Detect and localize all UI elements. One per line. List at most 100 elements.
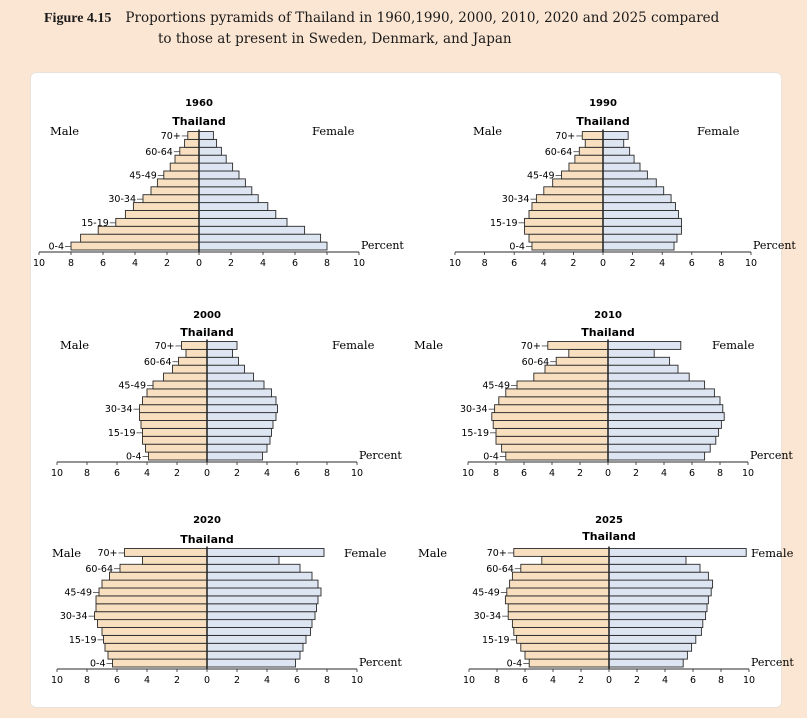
male-bar-35-39 — [498, 396, 609, 406]
x-tick-label: 8 — [494, 675, 500, 686]
age-label: 60-64 — [145, 147, 173, 158]
male-bar-45-49 — [516, 380, 609, 390]
female-bar-70+ — [198, 131, 214, 140]
caption-line-1: Proportions pyramids of Thailand in 1960… — [125, 10, 720, 26]
pyramid-2025: 2025 Thailand Male Female 0-4 15-19 30-34 45-49… — [418, 515, 794, 686]
male-bar-15-19 — [115, 217, 200, 227]
x-tick-label: 2 — [234, 468, 240, 479]
female-bar-15-19 — [206, 634, 307, 644]
female-bar-15-19 — [607, 427, 720, 437]
x-tick-label: 4 — [550, 675, 556, 686]
male-bar-30-34 — [94, 611, 208, 621]
age-label: 45-49 — [472, 587, 500, 598]
male-bar-60-64 — [179, 146, 200, 156]
female-bar-65-69 — [198, 138, 218, 148]
female-bar-0-4 — [607, 451, 706, 461]
x-tick-label: 6 — [114, 675, 120, 686]
x-axis-label: Percent — [359, 449, 402, 462]
male-bar-40-44 — [156, 178, 200, 188]
female-bar-0-4 — [206, 658, 296, 668]
male-bar-25-29 — [491, 412, 609, 421]
age-label: 45-49 — [527, 170, 555, 181]
female-bar-5-9 — [198, 233, 322, 243]
x-tick-label: 4 — [662, 675, 668, 686]
x-tick-label: 8 — [482, 258, 488, 269]
age-label: 60-64 — [144, 357, 172, 368]
x-tick-label: 0 — [605, 468, 611, 479]
male-bar-65-69 — [584, 138, 604, 148]
female-bar-55-59 — [608, 571, 709, 581]
male-bar-40-44 — [505, 388, 609, 398]
female-bar-45-49 — [602, 170, 648, 180]
female-bar-0-4 — [206, 451, 263, 461]
pyramid-subtitle: Thailand — [180, 326, 233, 339]
male-bar-60-64 — [578, 146, 604, 156]
female-bar-10-14 — [608, 642, 693, 652]
x-tick-label: 8 — [324, 675, 330, 686]
x-tick-label: 10 — [449, 258, 461, 269]
female-bar-65-69 — [206, 348, 233, 358]
female-bar-60-64 — [198, 146, 222, 156]
female-bar-45-49 — [206, 380, 265, 390]
x-tick-label: 8 — [84, 675, 90, 686]
female-bar-65-69 — [602, 138, 625, 148]
x-tick-label: 2 — [570, 258, 576, 269]
x-tick-label: 6 — [294, 468, 300, 479]
pyramid-1960: 1960 Thailand Male Female 0-4 15-19 30-34 45-49… — [33, 98, 404, 269]
female-bar-0-4 — [602, 241, 675, 251]
x-tick-label: 6 — [292, 258, 298, 269]
x-tick-label: 6 — [521, 468, 527, 479]
female-bar-35-39 — [602, 186, 665, 196]
female-label: Female — [712, 338, 755, 352]
x-tick-label: 10 — [351, 675, 363, 686]
male-bar-15-19 — [516, 634, 610, 644]
male-bar-50-54 — [568, 162, 604, 172]
male-bar-45-49 — [561, 170, 604, 180]
female-bar-30-34 — [206, 611, 316, 621]
male-bar-0-4 — [528, 658, 610, 668]
x-tick-label: 8 — [718, 675, 724, 686]
male-bar-45-49 — [98, 587, 208, 597]
x-tick-label: 4 — [549, 468, 555, 479]
female-label: Female — [344, 546, 387, 560]
x-tick-label: 0 — [196, 258, 202, 269]
x-tick-label: 2 — [234, 675, 240, 686]
female-bar-60-64 — [206, 563, 301, 573]
female-bar-30-34 — [198, 194, 259, 204]
x-tick-label: 2 — [630, 258, 636, 269]
male-bar-0-4 — [70, 241, 200, 251]
x-tick-label: 10 — [745, 258, 757, 269]
x-tick-label: 4 — [661, 468, 667, 479]
female-bar-15-19 — [602, 217, 682, 227]
female-bar-50-54 — [198, 162, 234, 172]
age-label: 30-34 — [460, 404, 488, 415]
male-bar-5-9 — [524, 650, 610, 660]
x-tick-label: 2 — [174, 675, 180, 686]
male-bar-70+ — [124, 548, 208, 557]
male-label: Male — [473, 124, 502, 138]
female-bar-50-54 — [206, 372, 254, 382]
female-bar-40-44 — [607, 388, 715, 398]
female-bar-25-29 — [206, 412, 277, 421]
x-tick-label: 10 — [353, 258, 365, 269]
female-bar-20-24 — [602, 210, 679, 219]
pyramid-subtitle: Thailand — [180, 533, 233, 546]
female-bar-15-19 — [198, 217, 288, 227]
female-bar-65-69 — [608, 555, 687, 565]
female-bar-20-24 — [198, 210, 277, 219]
age-label: 15-19 — [81, 218, 109, 229]
x-tick-label: 8 — [324, 258, 330, 269]
male-bar-55-59 — [574, 154, 604, 164]
female-bar-40-44 — [198, 178, 246, 188]
x-tick-label: 8 — [324, 468, 330, 479]
female-bar-60-64 — [607, 356, 671, 366]
male-bar-40-44 — [146, 388, 208, 398]
age-label: 0-4 — [509, 242, 525, 253]
male-bar-60-64 — [178, 356, 208, 366]
male-bar-55-59 — [174, 154, 200, 164]
female-label: Female — [312, 124, 355, 138]
female-bar-40-44 — [206, 388, 272, 398]
age-label: 60-64 — [522, 357, 550, 368]
male-bar-20-24 — [513, 627, 610, 636]
male-bar-15-19 — [495, 427, 609, 437]
